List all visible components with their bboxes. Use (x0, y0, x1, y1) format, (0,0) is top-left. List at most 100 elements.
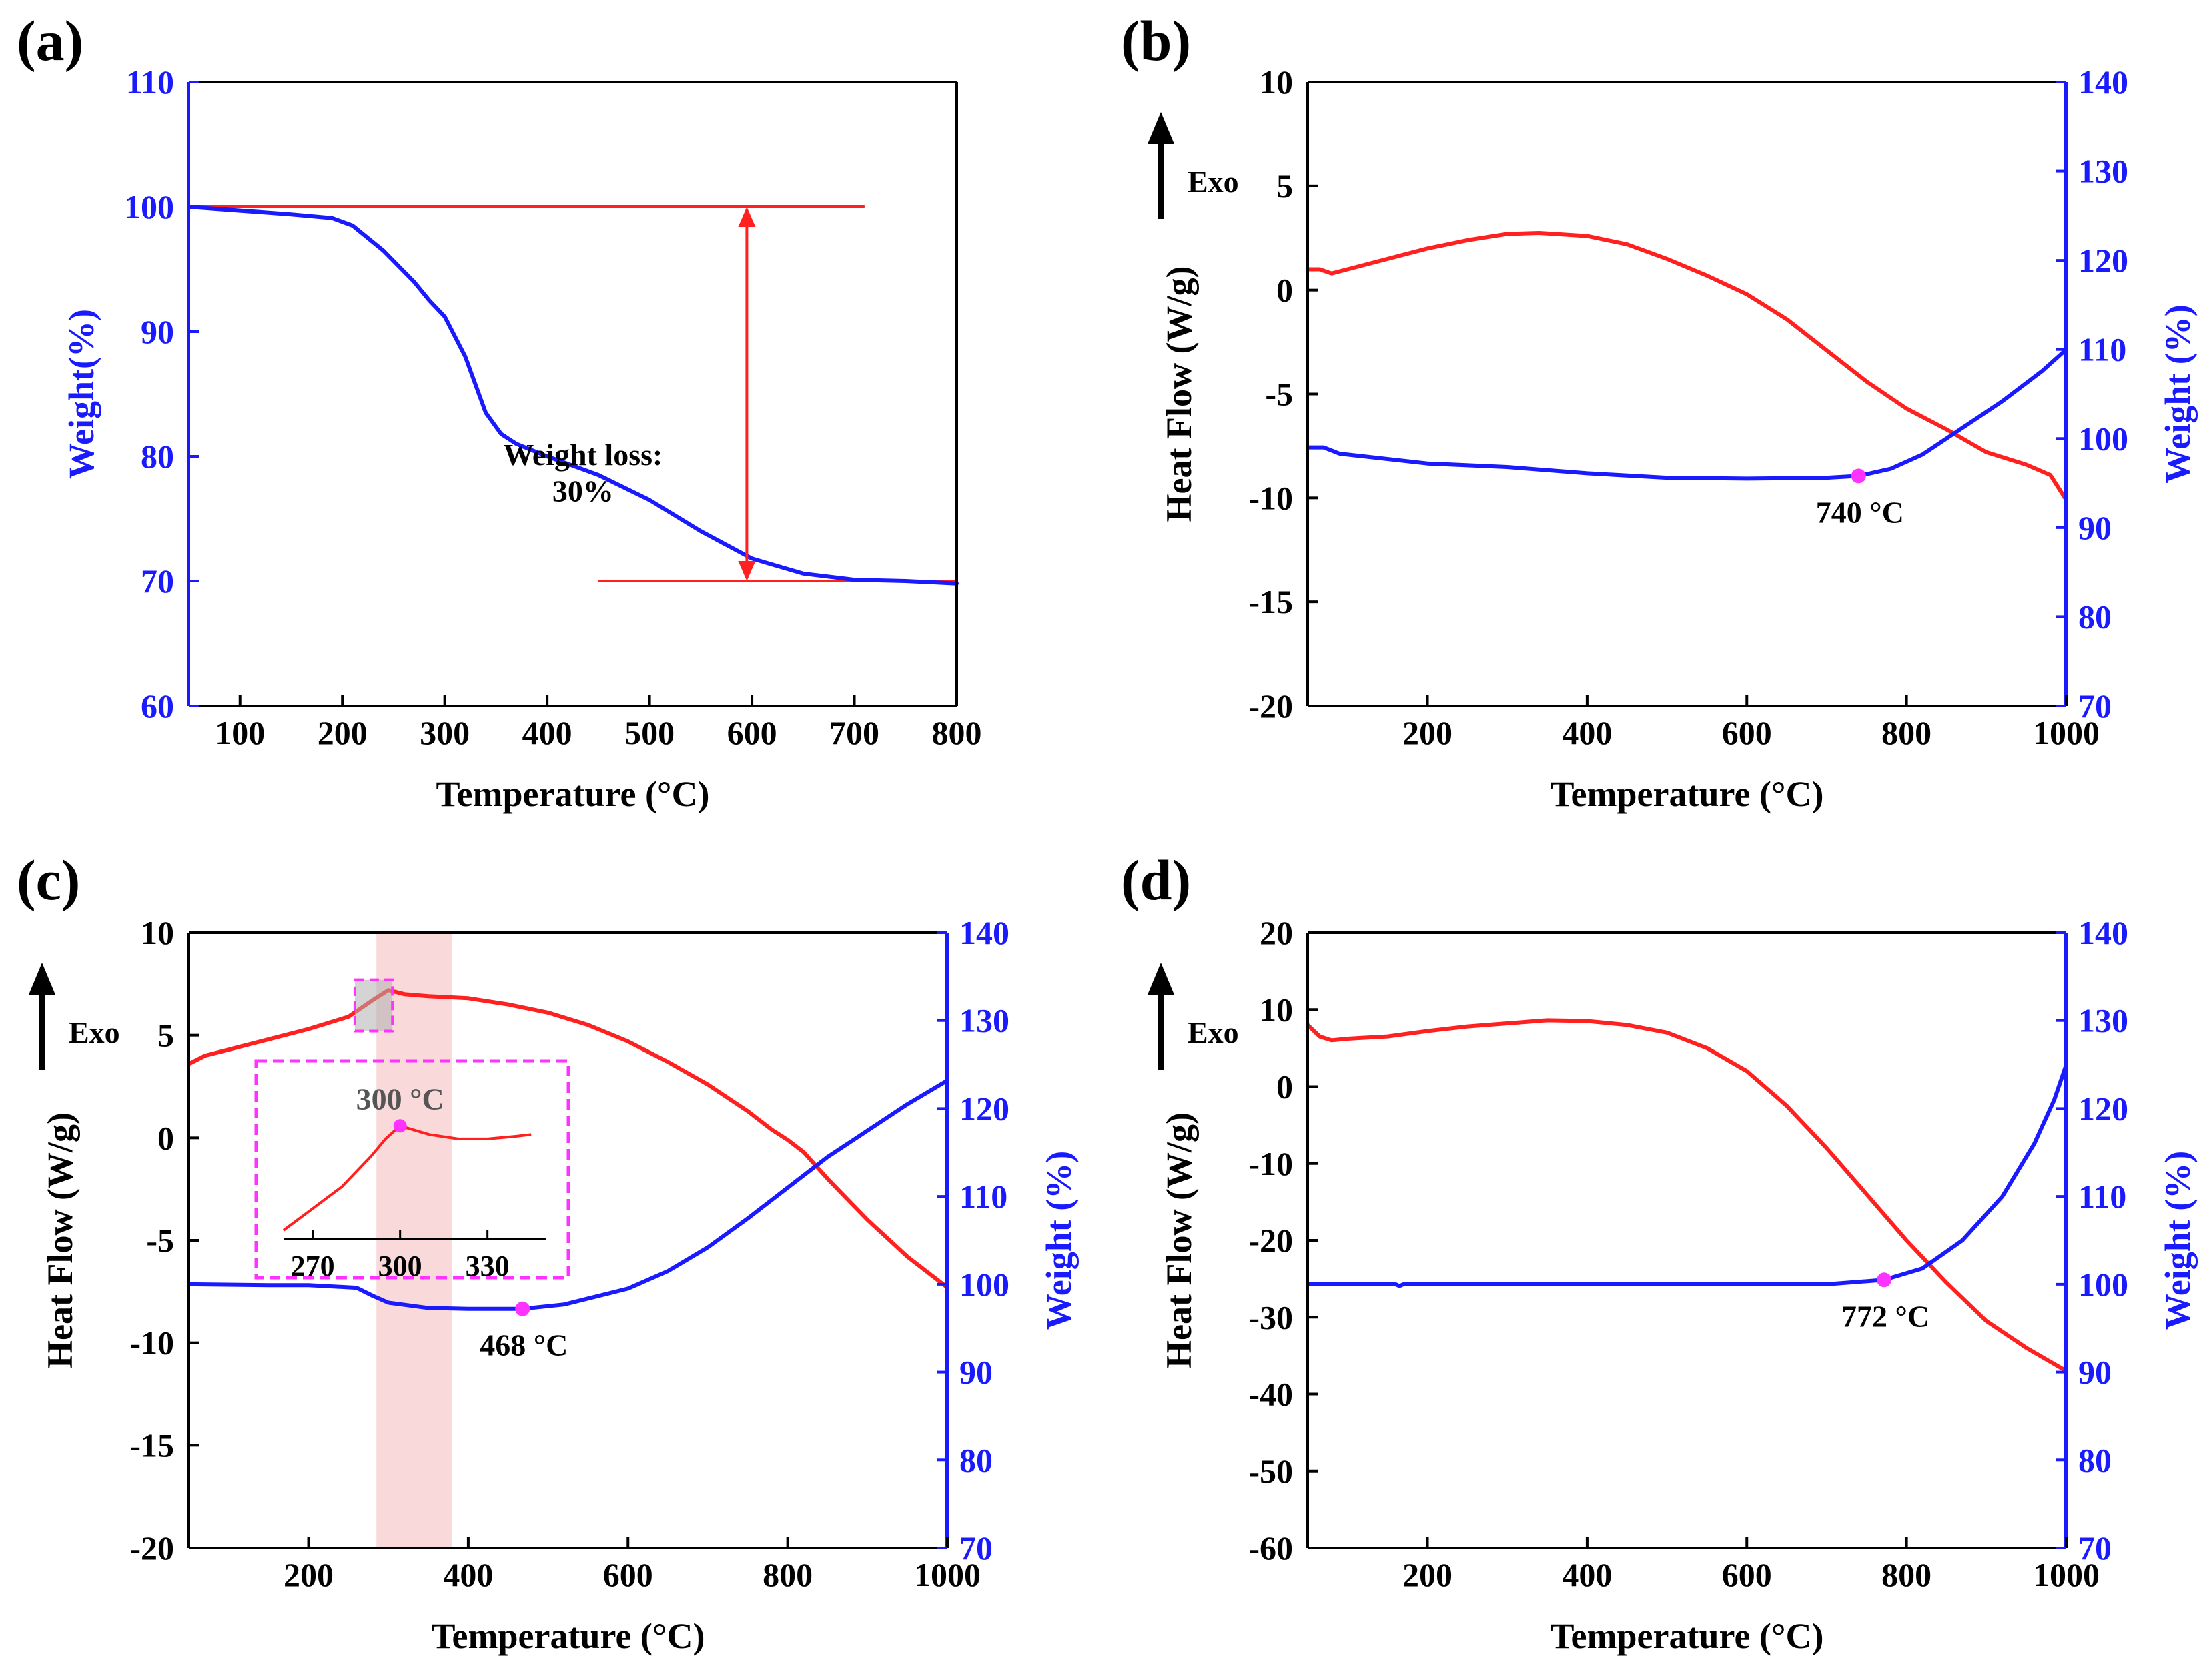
y-axis-title: Heat Flow (W/g) (40, 1112, 80, 1368)
weight-loss-label: Weight loss: (503, 438, 663, 472)
y-tick-label: -15 (1248, 583, 1293, 620)
x-axis-title: Temperature (°C) (436, 774, 709, 814)
y-right-tick-label: 130 (959, 1002, 1009, 1039)
y-tick-label: 100 (124, 188, 174, 226)
x-axis-title: Temperature (°C) (1550, 1616, 1823, 1656)
y-tick-label: -10 (1248, 479, 1293, 516)
arrow-head-up-icon (738, 207, 756, 227)
heat-flow-curve (1306, 1018, 2068, 1373)
onset-marker (1851, 468, 1866, 484)
x-tick-label: 1000 (914, 1556, 981, 1593)
y-tick-label: -5 (146, 1222, 174, 1259)
x-tick-label: 600 (727, 714, 777, 751)
shaded-region (376, 933, 452, 1548)
inset-x-tick-label: 270 (291, 1250, 335, 1282)
y-right-tick-label: 120 (2078, 242, 2128, 279)
panel-label: (b) (1121, 9, 1191, 73)
x-axis-title: Temperature (°C) (1550, 774, 1823, 814)
panel-label: (d) (1121, 848, 1191, 912)
y-right-tick-label: 110 (959, 1178, 1007, 1215)
x-tick-label: 800 (763, 1556, 813, 1593)
y-right-tick-label: 70 (959, 1529, 993, 1567)
y-right-tick-label: 130 (2078, 1002, 2128, 1039)
exo-label: Exo (69, 1015, 120, 1049)
x-tick-label: 400 (522, 714, 572, 751)
x-tick-label: 300 (420, 714, 470, 751)
x-tick-label: 600 (1722, 714, 1772, 751)
y-right-axis-title: Weight (%) (1039, 1151, 1079, 1330)
inset-x-tick-label: 330 (466, 1250, 510, 1282)
onset-marker (515, 1301, 530, 1316)
inset: 270 300 330 300 °C (254, 1059, 570, 1282)
y-tick-label: 5 (157, 1017, 174, 1054)
exo-label: Exo (1188, 165, 1239, 199)
y-tick-label: -10 (129, 1324, 174, 1362)
y-tick-label: -40 (1248, 1376, 1293, 1413)
y-right-axis-title: Weight (%) (2158, 1151, 2198, 1330)
inset-peak-marker (393, 1119, 407, 1133)
onset-marker-label: 772 °C (1841, 1299, 1929, 1333)
y-tick-label: -20 (129, 1529, 174, 1567)
y-tick-label: -15 (129, 1426, 174, 1464)
x-tick-label: 1000 (2033, 1556, 2100, 1593)
y-right-tick-label: 110 (2078, 1178, 2126, 1215)
x-tick-label: 800 (1881, 1556, 1931, 1593)
x-tick-label: 400 (1562, 714, 1612, 751)
y-tick-label: -10 (1248, 1145, 1293, 1182)
y-tick-label: 110 (126, 63, 174, 101)
y-tick-label: 10 (141, 914, 174, 951)
weight-curve (1306, 1062, 2068, 1288)
inset-x-tick-label: 300 (378, 1250, 422, 1282)
y-right-tick-label: 110 (2078, 331, 2126, 368)
weight-curve (187, 1078, 949, 1311)
weight-loss-label: 30% (552, 474, 614, 508)
onset-marker (1877, 1272, 1892, 1288)
exo-arrow-up-icon (1148, 112, 1174, 144)
arrow-head-down-icon (738, 561, 756, 581)
y-right-tick-label: 90 (959, 1354, 993, 1391)
x-tick-label: 200 (284, 1556, 334, 1593)
y-tick-label: -5 (1265, 376, 1293, 413)
y-tick-label: -60 (1248, 1529, 1293, 1567)
y-tick-label: 80 (141, 438, 174, 475)
y-tick-label: 10 (1260, 63, 1293, 101)
y-tick-label: 0 (1276, 272, 1293, 309)
exo-arrow-up-icon (29, 963, 55, 995)
x-tick-label: 800 (1881, 714, 1931, 751)
y-tick-label: 5 (1276, 167, 1293, 205)
y-tick-label: -30 (1248, 1298, 1293, 1336)
y-right-tick-label: 140 (2078, 63, 2128, 101)
y-axis-title: Heat Flow (W/g) (1159, 1112, 1199, 1368)
inset-frame (254, 1059, 570, 1280)
y-tick-label: 0 (1276, 1068, 1293, 1106)
y-right-tick-label: 130 (2078, 153, 2128, 190)
y-right-tick-label: 140 (959, 914, 1009, 951)
x-tick-label: 100 (215, 714, 265, 751)
y-axis-title: Heat Flow (W/g) (1159, 266, 1199, 522)
panel-a: (a) Weight loss:30% 100 200 300 400 500 600 700 8… (17, 9, 982, 814)
x-tick-label: 800 (932, 714, 982, 751)
panel-label: (c) (17, 848, 80, 912)
y-right-tick-label: 80 (959, 1441, 993, 1479)
x-tick-label: 500 (624, 714, 675, 751)
y-right-tick-label: 80 (2078, 1441, 2112, 1479)
y-right-tick-label: 80 (2078, 598, 2112, 635)
y-tick-label: 90 (141, 313, 174, 350)
weight-curve (1306, 347, 2068, 481)
x-tick-label: 600 (603, 1556, 653, 1593)
y-right-tick-label: 90 (2078, 509, 2112, 546)
y-right-tick-label: 90 (2078, 1354, 2112, 1391)
panel-b: (b) 740 °C 200 400 600 800 1000 -20 -15 -10 -5 0 5 10… (1121, 9, 2198, 814)
heat-flow-curve (187, 988, 949, 1290)
heat-flow-curve (1306, 231, 2068, 502)
x-tick-label: 700 (829, 714, 879, 751)
y-right-tick-label: 70 (2078, 687, 2112, 725)
y-tick-label: -20 (1248, 687, 1293, 725)
y-right-axis-title: Weight (%) (2158, 304, 2198, 483)
y-right-tick-label: 100 (2078, 1266, 2128, 1303)
panel-label: (a) (17, 9, 83, 73)
x-tick-label: 400 (443, 1556, 493, 1593)
x-tick-label: 600 (1722, 1556, 1772, 1593)
y-right-tick-label: 120 (959, 1090, 1009, 1127)
